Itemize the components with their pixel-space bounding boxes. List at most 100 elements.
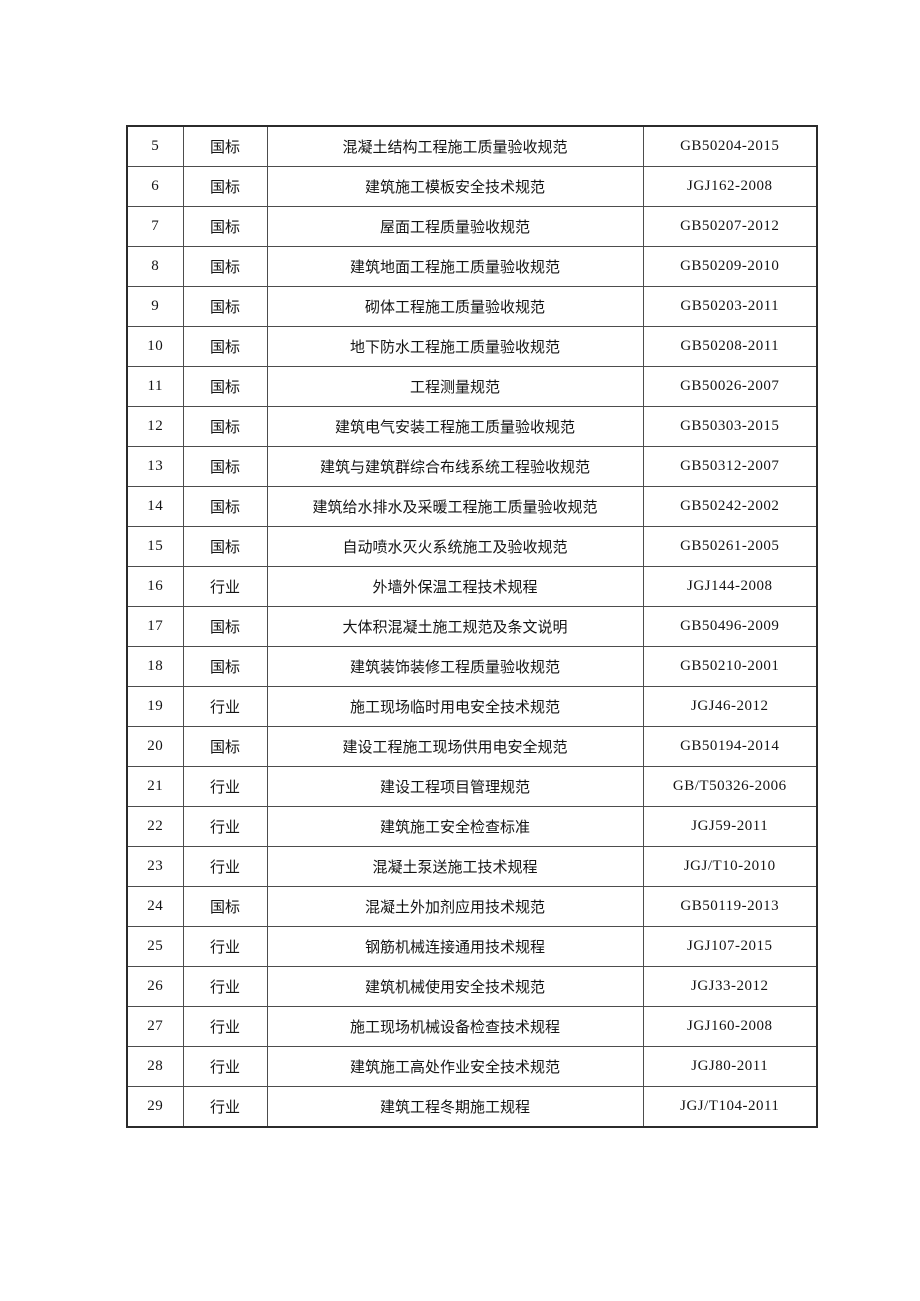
- standard-type-cell: 行业: [182, 966, 268, 1007]
- table-row: 18 国标 建筑装饰装修工程质量验收规范 GB50210-2001: [126, 646, 818, 687]
- standard-name-cell: 建筑施工模板安全技术规范: [266, 166, 644, 207]
- standard-code-cell: JGJ46-2012: [642, 686, 818, 727]
- row-number-cell: 12: [126, 406, 184, 447]
- table-row: 22 行业 建筑施工安全检查标准 JGJ59-2011: [126, 806, 818, 847]
- standard-name-cell: 建筑电气安装工程施工质量验收规范: [266, 406, 644, 447]
- row-number-cell: 20: [126, 726, 184, 767]
- row-number-cell: 5: [126, 125, 184, 167]
- standard-name-cell: 混凝土外加剂应用技术规范: [266, 886, 644, 927]
- row-number-cell: 16: [126, 566, 184, 607]
- standard-code-cell: GB50204-2015: [642, 125, 818, 167]
- standard-code-cell: GB50119-2013: [642, 886, 818, 927]
- table-row: 13 国标 建筑与建筑群综合布线系统工程验收规范 GB50312-2007: [126, 446, 818, 487]
- row-number-cell: 6: [126, 166, 184, 207]
- standard-type-cell: 国标: [182, 286, 268, 327]
- table-row: 12 国标 建筑电气安装工程施工质量验收规范 GB50303-2015: [126, 406, 818, 447]
- standard-type-cell: 国标: [182, 406, 268, 447]
- table-row: 21 行业 建设工程项目管理规范 GB/T50326-2006: [126, 766, 818, 807]
- standard-name-cell: 外墙外保温工程技术规程: [266, 566, 644, 607]
- standard-code-cell: JGJ33-2012: [642, 966, 818, 1007]
- standard-name-cell: 建设工程项目管理规范: [266, 766, 644, 807]
- standard-name-cell: 混凝土泵送施工技术规程: [266, 846, 644, 887]
- table-row: 26 行业 建筑机械使用安全技术规范 JGJ33-2012: [126, 966, 818, 1007]
- standard-code-cell: JGJ107-2015: [642, 926, 818, 967]
- table-row: 17 国标 大体积混凝土施工规范及条文说明 GB50496-2009: [126, 606, 818, 647]
- standard-type-cell: 国标: [182, 246, 268, 287]
- row-number-cell: 22: [126, 806, 184, 847]
- standard-name-cell: 施工现场临时用电安全技术规范: [266, 686, 644, 727]
- standard-type-cell: 国标: [182, 886, 268, 927]
- standard-name-cell: 建筑装饰装修工程质量验收规范: [266, 646, 644, 687]
- standard-code-cell: GB50026-2007: [642, 366, 818, 407]
- standard-code-cell: JGJ160-2008: [642, 1006, 818, 1047]
- standard-type-cell: 行业: [182, 566, 268, 607]
- row-number-cell: 9: [126, 286, 184, 327]
- table-row: 27 行业 施工现场机械设备检查技术规程 JGJ160-2008: [126, 1006, 818, 1047]
- standard-type-cell: 国标: [182, 166, 268, 207]
- standard-type-cell: 国标: [182, 646, 268, 687]
- standard-type-cell: 国标: [182, 526, 268, 567]
- standard-code-cell: GB50203-2011: [642, 286, 818, 327]
- standard-code-cell: JGJ162-2008: [642, 166, 818, 207]
- standard-name-cell: 建筑施工高处作业安全技术规范: [266, 1046, 644, 1087]
- standard-name-cell: 砌体工程施工质量验收规范: [266, 286, 644, 327]
- table-row: 23 行业 混凝土泵送施工技术规程 JGJ/T10-2010: [126, 846, 818, 887]
- standard-code-cell: GB/T50326-2006: [642, 766, 818, 807]
- row-number-cell: 28: [126, 1046, 184, 1087]
- standard-type-cell: 行业: [182, 806, 268, 847]
- standard-code-cell: GB50209-2010: [642, 246, 818, 287]
- table-row: 7 国标 屋面工程质量验收规范 GB50207-2012: [126, 206, 818, 247]
- row-number-cell: 10: [126, 326, 184, 367]
- standard-name-cell: 建筑机械使用安全技术规范: [266, 966, 644, 1007]
- table-row: 9 国标 砌体工程施工质量验收规范 GB50203-2011: [126, 286, 818, 327]
- table-row: 14 国标 建筑给水排水及采暖工程施工质量验收规范 GB50242-2002: [126, 486, 818, 527]
- row-number-cell: 18: [126, 646, 184, 687]
- standard-type-cell: 国标: [182, 606, 268, 647]
- standard-type-cell: 国标: [182, 726, 268, 767]
- row-number-cell: 8: [126, 246, 184, 287]
- table-row: 24 国标 混凝土外加剂应用技术规范 GB50119-2013: [126, 886, 818, 927]
- standard-type-cell: 国标: [182, 486, 268, 527]
- standard-type-cell: 行业: [182, 766, 268, 807]
- standard-name-cell: 工程测量规范: [266, 366, 644, 407]
- table-row: 16 行业 外墙外保温工程技术规程 JGJ144-2008: [126, 566, 818, 607]
- table-row: 28 行业 建筑施工高处作业安全技术规范 JGJ80-2011: [126, 1046, 818, 1087]
- standards-table-body: 5 国标 混凝土结构工程施工质量验收规范 GB50204-2015 6 国标 建…: [126, 125, 818, 1128]
- standard-name-cell: 屋面工程质量验收规范: [266, 206, 644, 247]
- row-number-cell: 24: [126, 886, 184, 927]
- row-number-cell: 17: [126, 606, 184, 647]
- standard-type-cell: 行业: [182, 926, 268, 967]
- row-number-cell: 13: [126, 446, 184, 487]
- standard-code-cell: GB50496-2009: [642, 606, 818, 647]
- row-number-cell: 27: [126, 1006, 184, 1047]
- standard-name-cell: 建筑施工安全检查标准: [266, 806, 644, 847]
- table-row: 11 国标 工程测量规范 GB50026-2007: [126, 366, 818, 407]
- row-number-cell: 21: [126, 766, 184, 807]
- standard-name-cell: 大体积混凝土施工规范及条文说明: [266, 606, 644, 647]
- standard-type-cell: 行业: [182, 686, 268, 727]
- row-number-cell: 29: [126, 1086, 184, 1128]
- standard-type-cell: 行业: [182, 846, 268, 887]
- standard-code-cell: GB50208-2011: [642, 326, 818, 367]
- standard-code-cell: JGJ80-2011: [642, 1046, 818, 1087]
- standard-name-cell: 钢筋机械连接通用技术规程: [266, 926, 644, 967]
- table-row: 5 国标 混凝土结构工程施工质量验收规范 GB50204-2015: [126, 125, 818, 167]
- row-number-cell: 26: [126, 966, 184, 1007]
- standard-name-cell: 自动喷水灭火系统施工及验收规范: [266, 526, 644, 567]
- table-row: 8 国标 建筑地面工程施工质量验收规范 GB50209-2010: [126, 246, 818, 287]
- row-number-cell: 15: [126, 526, 184, 567]
- standard-name-cell: 建筑地面工程施工质量验收规范: [266, 246, 644, 287]
- row-number-cell: 11: [126, 366, 184, 407]
- standard-code-cell: GB50312-2007: [642, 446, 818, 487]
- standard-name-cell: 建设工程施工现场供用电安全规范: [266, 726, 644, 767]
- row-number-cell: 25: [126, 926, 184, 967]
- standards-table: 5 国标 混凝土结构工程施工质量验收规范 GB50204-2015 6 国标 建…: [126, 125, 818, 1128]
- standard-type-cell: 国标: [182, 326, 268, 367]
- standard-name-cell: 建筑给水排水及采暖工程施工质量验收规范: [266, 486, 644, 527]
- standard-name-cell: 地下防水工程施工质量验收规范: [266, 326, 644, 367]
- standard-code-cell: GB50261-2005: [642, 526, 818, 567]
- table-row: 25 行业 钢筋机械连接通用技术规程 JGJ107-2015: [126, 926, 818, 967]
- standard-type-cell: 国标: [182, 206, 268, 247]
- standard-type-cell: 国标: [182, 446, 268, 487]
